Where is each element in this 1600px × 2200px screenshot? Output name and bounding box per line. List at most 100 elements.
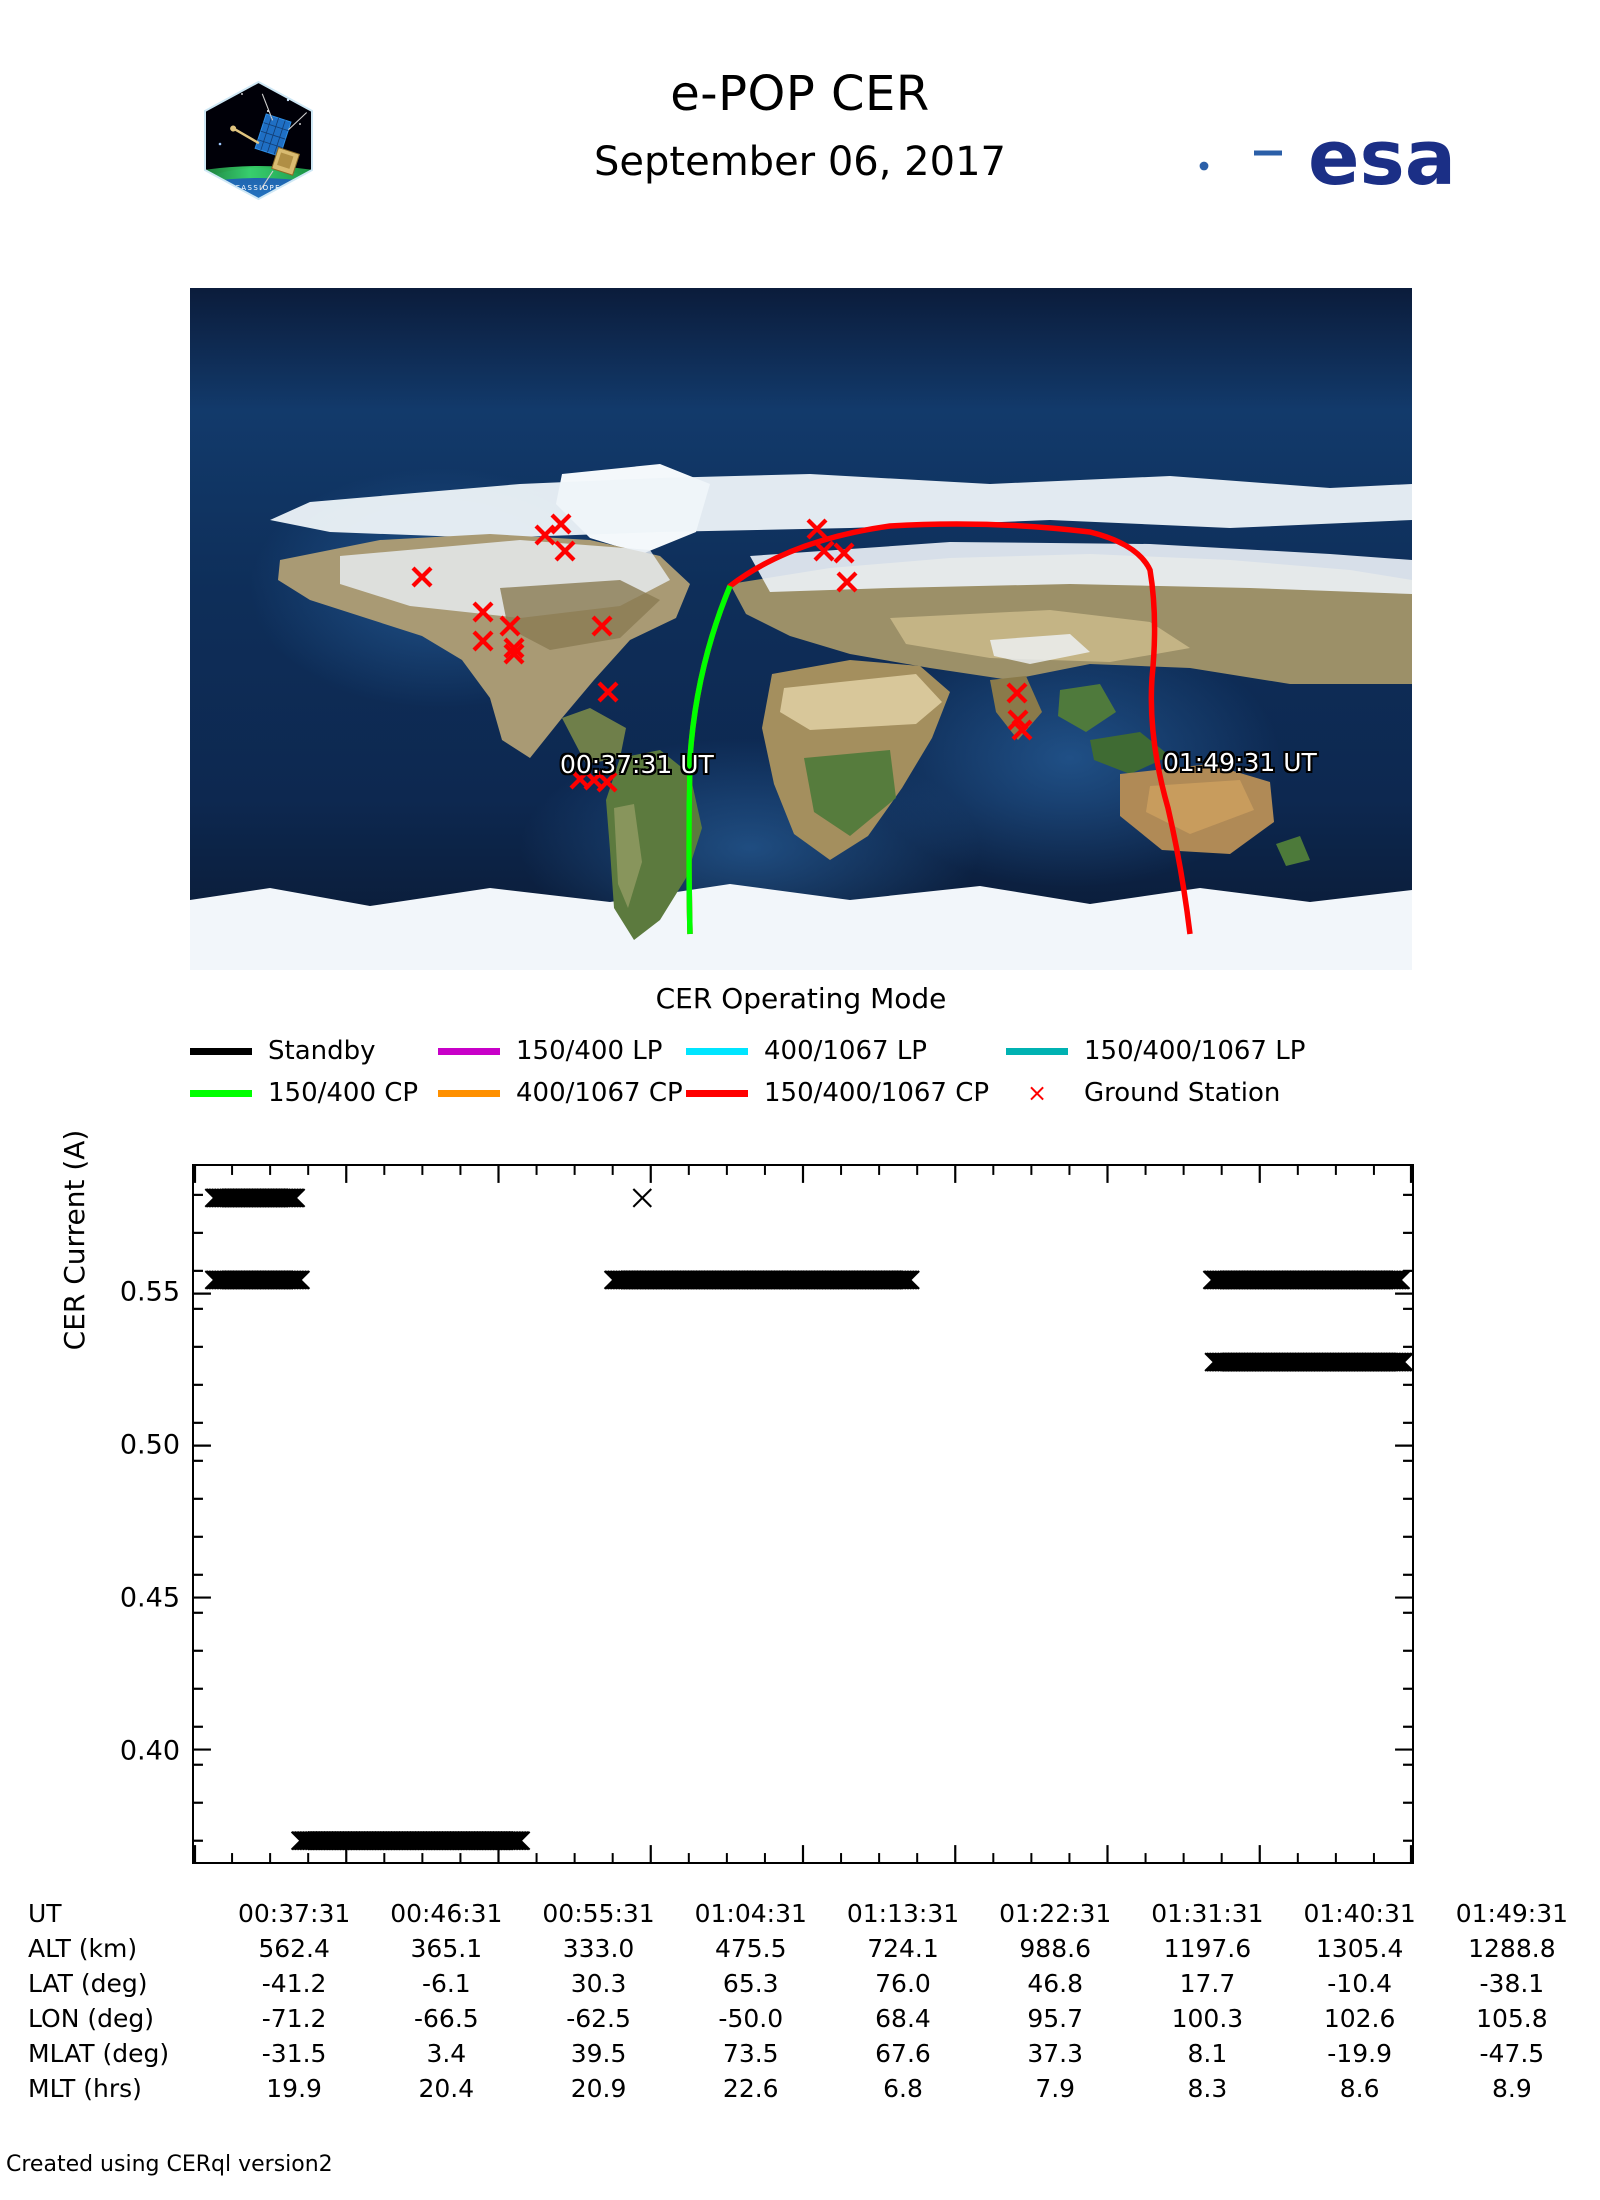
ground-station-x-icon [1006, 682, 1028, 704]
ground-station-x-icon [550, 513, 572, 535]
legend-item[interactable]: Standby [190, 1036, 438, 1066]
table-cell: -19.9 [1327, 2039, 1392, 2068]
table-row: UT 00:37:31 00:46:31 00:55:31 01:04:31 01:13:… [28, 1896, 1588, 1931]
sahara [780, 674, 942, 730]
table-cell: 46.8 [1027, 1969, 1084, 1998]
table-cell: 6.8 [883, 2074, 923, 2103]
table-cell: 20.4 [418, 2074, 475, 2103]
ground-station-x-icon: × [1026, 1079, 1048, 1107]
cer-current-plot [192, 1164, 1414, 1864]
legend-item[interactable]: 150/400 LP [438, 1036, 686, 1066]
legend-item[interactable]: 150/400 CP [190, 1078, 438, 1108]
ground-station-x-icon [503, 637, 525, 659]
cassiope-mission-logo: CASSIOPE [196, 78, 321, 203]
table-cell: -71.2 [261, 2004, 327, 2033]
table-cell: 333.0 [562, 1934, 635, 1963]
ground-station-x-icon [499, 615, 521, 637]
antarctica [190, 884, 1412, 970]
y-tick-label: 0.40 [119, 1735, 180, 1767]
table-cell: -38.1 [1479, 1969, 1545, 1998]
legend-item-label: 150/400/1067 LP [1084, 1036, 1306, 1066]
table-cell: 20.9 [570, 2074, 627, 2103]
axis-ticks [194, 1166, 1412, 1862]
world-map-panel [190, 288, 1412, 970]
table-row: MLT (hrs) 19.9 20.4 20.9 22.6 6.8 7.9 8.3 8.6 8.9 [28, 2071, 1588, 2106]
table-cell: 365.1 [410, 1934, 483, 1963]
title-block: e-POP CER September 06, 2017 [400, 70, 1200, 182]
legend-item[interactable]: × Ground Station [1006, 1078, 1336, 1108]
ground-station-x-icon [411, 566, 433, 588]
table-cell: 17.7 [1179, 1969, 1236, 1998]
ground-station-x-icon [813, 540, 835, 562]
map-end-time-label: 01:49:31 UT [1163, 748, 1317, 777]
ground-station-x-icon [472, 630, 494, 652]
legend-item[interactable]: 150/400/1067 LP [1006, 1036, 1336, 1066]
table-cell: 102.6 [1323, 2004, 1396, 2033]
scatter-markers [204, 1188, 1412, 1851]
table-cell: 1288.8 [1468, 1934, 1556, 1963]
table-row-label: LON (deg) [28, 2004, 154, 2033]
operating-mode-legend: Standby 150/400 LP 400/1067 LP 150/400/1067… [190, 1030, 1430, 1114]
table-cell: 3.4 [426, 2039, 467, 2068]
ephemeris-table: UT 00:37:31 00:46:31 00:55:31 01:04:31 01:13:… [28, 1896, 1588, 2106]
siberia-snow [750, 542, 1412, 594]
legend-color-swatch [190, 1047, 252, 1055]
table-cell: 01:13:31 [846, 1899, 960, 1928]
ground-station-x-icon [503, 643, 525, 665]
table-cell: -10.4 [1327, 1969, 1392, 1998]
legend-item[interactable]: 400/1067 CP [438, 1078, 686, 1108]
table-row-label: MLT (hrs) [28, 2074, 142, 2103]
legend-color-swatch [438, 1047, 500, 1055]
table-cell: -47.5 [1479, 2039, 1545, 2068]
table-cell: 8.3 [1187, 2074, 1228, 2103]
ground-station-x-icon [806, 518, 828, 540]
table-cell: 8.6 [1339, 2074, 1380, 2103]
table-cell: 100.3 [1171, 2004, 1244, 2033]
legend-item[interactable]: 150/400/1067 CP [686, 1078, 1006, 1108]
table-cell: 01:22:31 [999, 1899, 1112, 1928]
ground-station-x-icon [833, 542, 855, 564]
table-cell: 988.6 [1019, 1934, 1091, 1963]
table-row: LAT (deg) -41.2 -6.1 30.3 65.3 76.0 46.8 17.7 -1… [28, 1966, 1588, 2001]
table-cell: 8.1 [1187, 2039, 1228, 2068]
legend-item-label: 400/1067 CP [516, 1078, 683, 1108]
table-cell: -31.5 [261, 2039, 327, 2068]
ground-station-x-icon [591, 615, 613, 637]
table-row-label: MLAT (deg) [28, 2039, 170, 2068]
legend-color-swatch [438, 1089, 500, 1097]
y-tick-label: 0.45 [119, 1582, 180, 1614]
footer-credit: Created using CERql version2 [6, 2152, 333, 2177]
table-cell: 65.3 [722, 1969, 779, 1998]
ground-station-x-icon [534, 524, 556, 546]
table-cell: 8.9 [1491, 2074, 1532, 2103]
table-cell: 37.3 [1027, 2039, 1084, 2068]
legend-item-label: Ground Station [1084, 1078, 1281, 1108]
legend-item[interactable]: 400/1067 LP [686, 1036, 1006, 1066]
legend-item-label: 150/400 CP [268, 1078, 419, 1108]
table-cell: -62.5 [566, 2004, 631, 2033]
central-asia [890, 610, 1190, 662]
svg-text:CASSIOPE: CASSIOPE [235, 184, 281, 192]
ground-station-x-icon [597, 681, 619, 703]
table-cell: 01:40:31 [1303, 1899, 1416, 1928]
table-cell: 76.0 [875, 1969, 931, 1998]
esa-logo: esa [1168, 108, 1458, 202]
table-cell: 475.5 [714, 1934, 787, 1963]
table-row: MLAT (deg) -31.5 3.4 39.5 73.5 67.6 37.3 8.1 -19… [28, 2036, 1588, 2071]
ground-station-x-icon [836, 571, 858, 593]
table-cell: 39.5 [570, 2039, 627, 2068]
table-cell: 22.6 [722, 2074, 779, 2103]
table-cell: -41.2 [261, 1969, 327, 1998]
orbit-track-green [686, 584, 733, 935]
table-cell: -66.5 [413, 2004, 479, 2033]
page-header: CASSIOPE e-POP CER September 06, 2017 [0, 0, 1600, 210]
table-cell: 105.8 [1476, 2004, 1548, 2033]
table-cell: 1305.4 [1315, 1934, 1404, 1963]
ground-station-x-icon [472, 601, 494, 623]
legend-color-swatch [1006, 1047, 1068, 1055]
table-cell: 00:46:31 [390, 1899, 503, 1928]
y-tick-label: 0.55 [119, 1276, 180, 1308]
table-cell: 01:49:31 [1455, 1899, 1569, 1928]
legend-item-label: Standby [268, 1036, 376, 1066]
legend-item-label: 400/1067 LP [764, 1036, 927, 1066]
